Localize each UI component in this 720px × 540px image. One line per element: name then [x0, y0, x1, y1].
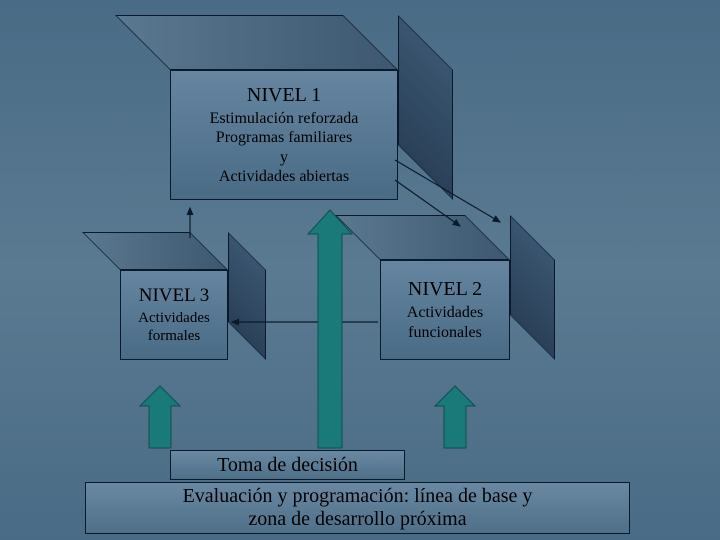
toma-text: Toma de decisión	[217, 454, 358, 477]
nivel1-line2: Programas familiares	[175, 128, 393, 147]
eval-line1: Evaluación y programación: línea de base…	[183, 485, 533, 508]
nivel1-line4: Actividades abiertas	[175, 167, 393, 186]
nivel3-line1: Actividades	[125, 309, 223, 327]
nivel1-line1: Estimulación reforzada	[175, 109, 393, 128]
nivel3-title: NIVEL 3	[125, 285, 223, 307]
box-eval: Evaluación y programación: línea de base…	[85, 482, 630, 534]
eval-line2: zona de desarrollo próxima	[248, 508, 466, 531]
nivel2-line2: funcionales	[385, 323, 505, 342]
nivel2-title: NIVEL 2	[385, 278, 505, 301]
nivel2-line1: Actividades	[385, 303, 505, 322]
box-toma: Toma de decisión	[170, 450, 405, 480]
nivel3-line2: formales	[125, 327, 223, 345]
nivel1-line3: y	[175, 148, 393, 167]
nivel1-title: NIVEL 1	[175, 84, 393, 107]
